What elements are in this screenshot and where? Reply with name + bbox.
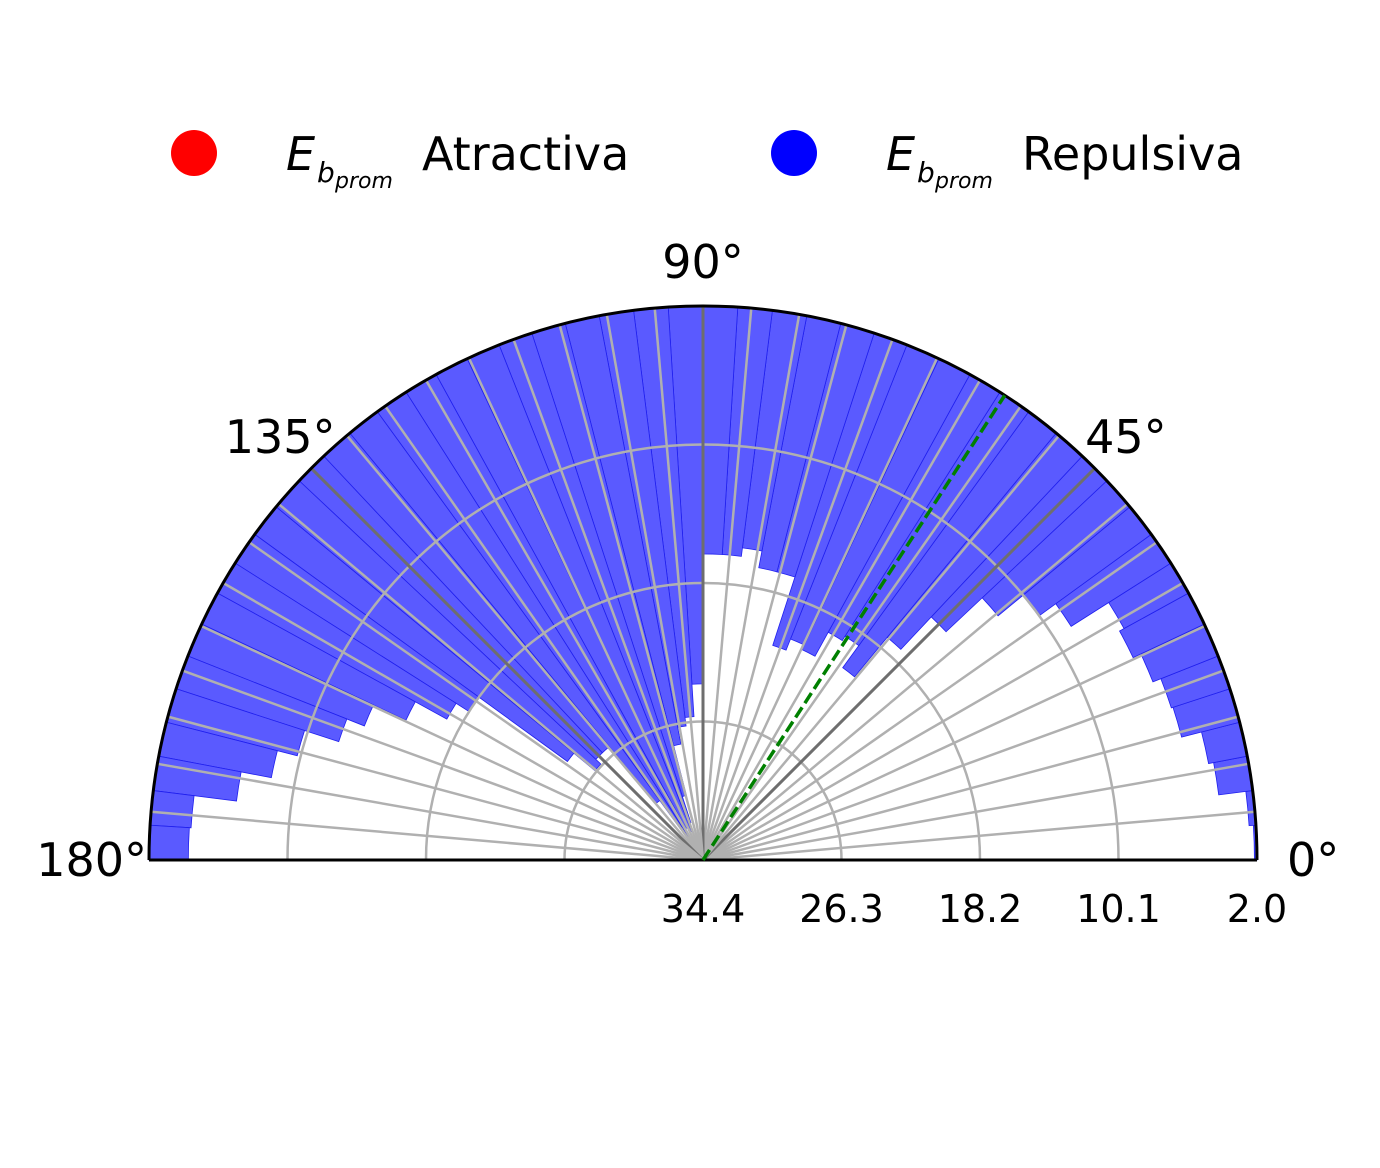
grid-spoke-5 [702, 810, 1256, 862]
legend-subscript: b [917, 156, 935, 189]
grid-spoke-40 [702, 502, 1129, 861]
legend-subscript: b [317, 156, 335, 189]
angle-tick-label: 135° [225, 410, 336, 464]
grid-spoke-45 [701, 467, 1096, 862]
radial-tick-label: 2.0 [1227, 887, 1287, 931]
grid-spoke-30 [702, 581, 1184, 862]
grid-spoke-130 [345, 434, 704, 861]
angle-tick-label: 180° [36, 833, 147, 887]
bars-group [148, 305, 1258, 861]
grid-spoke-140 [277, 502, 704, 861]
legend-label: Repulsiva [1022, 127, 1244, 181]
radial-tick-label: 34.4 [661, 887, 746, 931]
grid-spoke-60 [701, 379, 982, 861]
grid-spoke-120 [424, 379, 705, 861]
legend-marker-repulsiva [771, 130, 817, 176]
radial-labels-group: 34.4 26.3 18.2 10.1 2.0 [661, 887, 1288, 931]
reference-line [701, 394, 1007, 861]
grid-spoke-55 [701, 405, 1022, 861]
grid-spoke-95 [653, 307, 705, 861]
grid-spoke-50 [702, 434, 1061, 861]
grid-spoke-165 [167, 715, 704, 862]
grid-spoke-135 [310, 467, 705, 862]
grid-spoke-110 [512, 338, 705, 861]
grid-spoke-65 [701, 357, 939, 861]
grid-spoke-80 [701, 314, 801, 861]
bar-2 [1213, 755, 1254, 796]
grid-spoke-155 [200, 624, 704, 862]
legend-symbol: E [886, 127, 915, 181]
grid-spoke-160 [181, 669, 704, 862]
grid-spoke-15 [702, 715, 1239, 862]
grid-spoke-115 [467, 357, 705, 861]
grid-spoke-75 [701, 324, 848, 861]
reference-line-group [701, 394, 1007, 861]
radial-tick-label: 18.2 [938, 887, 1023, 931]
legend-label: Atractiva [422, 127, 629, 181]
legend-marker-atractiva [171, 130, 217, 176]
grid-spoke-105 [558, 324, 705, 861]
grid-spoke-170 [157, 762, 704, 862]
angle-tick-label: 45° [1085, 410, 1167, 464]
grid-spoke-125 [384, 405, 705, 861]
radial-tick-label: 26.3 [799, 887, 884, 931]
grid-spoke-70 [701, 338, 894, 861]
legend-symbol: E [286, 127, 315, 181]
grid-spoke-145 [248, 541, 704, 862]
radial-tick-label: 10.1 [1076, 887, 1161, 931]
outer-arc [147, 304, 1259, 861]
grid-group [150, 306, 1256, 862]
angle-tick-label: 90° [662, 235, 744, 289]
grid-spoke-100 [605, 314, 705, 861]
grid-spoke-85 [701, 307, 753, 861]
angle-tick-label: 0° [1287, 833, 1339, 887]
grid-spoke-20 [702, 669, 1225, 862]
grid-spoke-10 [702, 762, 1249, 862]
angle-labels-group: 0° 45° 90° 135° 180° [36, 235, 1339, 887]
bar-49 [148, 824, 190, 861]
bar-48 [149, 790, 195, 829]
legend-subsubscript: prom [334, 169, 393, 194]
grid-spoke-35 [702, 541, 1158, 862]
grid-spoke-175 [150, 810, 704, 862]
grid-spoke-25 [702, 624, 1206, 862]
legend-subsubscript: prom [934, 169, 993, 194]
grid-spoke-150 [222, 581, 704, 862]
